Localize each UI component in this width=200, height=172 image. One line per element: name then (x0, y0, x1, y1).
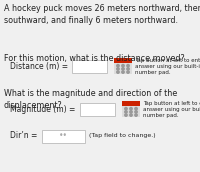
FancyBboxPatch shape (42, 130, 84, 142)
FancyBboxPatch shape (114, 63, 132, 74)
Circle shape (127, 71, 129, 73)
Circle shape (125, 108, 127, 110)
Circle shape (130, 111, 132, 113)
FancyBboxPatch shape (114, 58, 132, 63)
Circle shape (117, 68, 119, 70)
Circle shape (122, 71, 124, 73)
Text: Tap button at left to enter
answer using our built-in
number pad.: Tap button at left to enter answer using… (143, 101, 200, 118)
Text: (Tap field to change.): (Tap field to change.) (89, 133, 156, 138)
FancyBboxPatch shape (72, 60, 106, 73)
Text: A hockey puck moves 26 meters northward, then 12 meters
southward, and finally 6: A hockey puck moves 26 meters northward,… (4, 4, 200, 25)
Circle shape (135, 108, 137, 110)
FancyBboxPatch shape (122, 106, 140, 117)
Text: What is the magnitude and direction of the
displacement?: What is the magnitude and direction of t… (4, 89, 177, 110)
Circle shape (130, 108, 132, 110)
Circle shape (117, 71, 119, 73)
Text: ••: •• (58, 132, 68, 141)
Circle shape (135, 111, 137, 113)
Circle shape (122, 64, 124, 67)
Text: Dir’n =: Dir’n = (10, 132, 37, 141)
Text: Tap button at left to enter
answer using our built-in
number pad.: Tap button at left to enter answer using… (135, 58, 200, 75)
Circle shape (122, 68, 124, 70)
Circle shape (127, 64, 129, 67)
Circle shape (117, 64, 119, 67)
Text: Distance (m) =: Distance (m) = (10, 62, 68, 71)
Text: Magnitude (m) =: Magnitude (m) = (10, 105, 75, 114)
FancyBboxPatch shape (122, 101, 140, 106)
FancyBboxPatch shape (80, 103, 114, 116)
Circle shape (135, 114, 137, 116)
Circle shape (125, 111, 127, 113)
Circle shape (125, 114, 127, 116)
Circle shape (127, 68, 129, 70)
Circle shape (130, 114, 132, 116)
Text: For this motion, what is the distance moved?: For this motion, what is the distance mo… (4, 54, 185, 63)
